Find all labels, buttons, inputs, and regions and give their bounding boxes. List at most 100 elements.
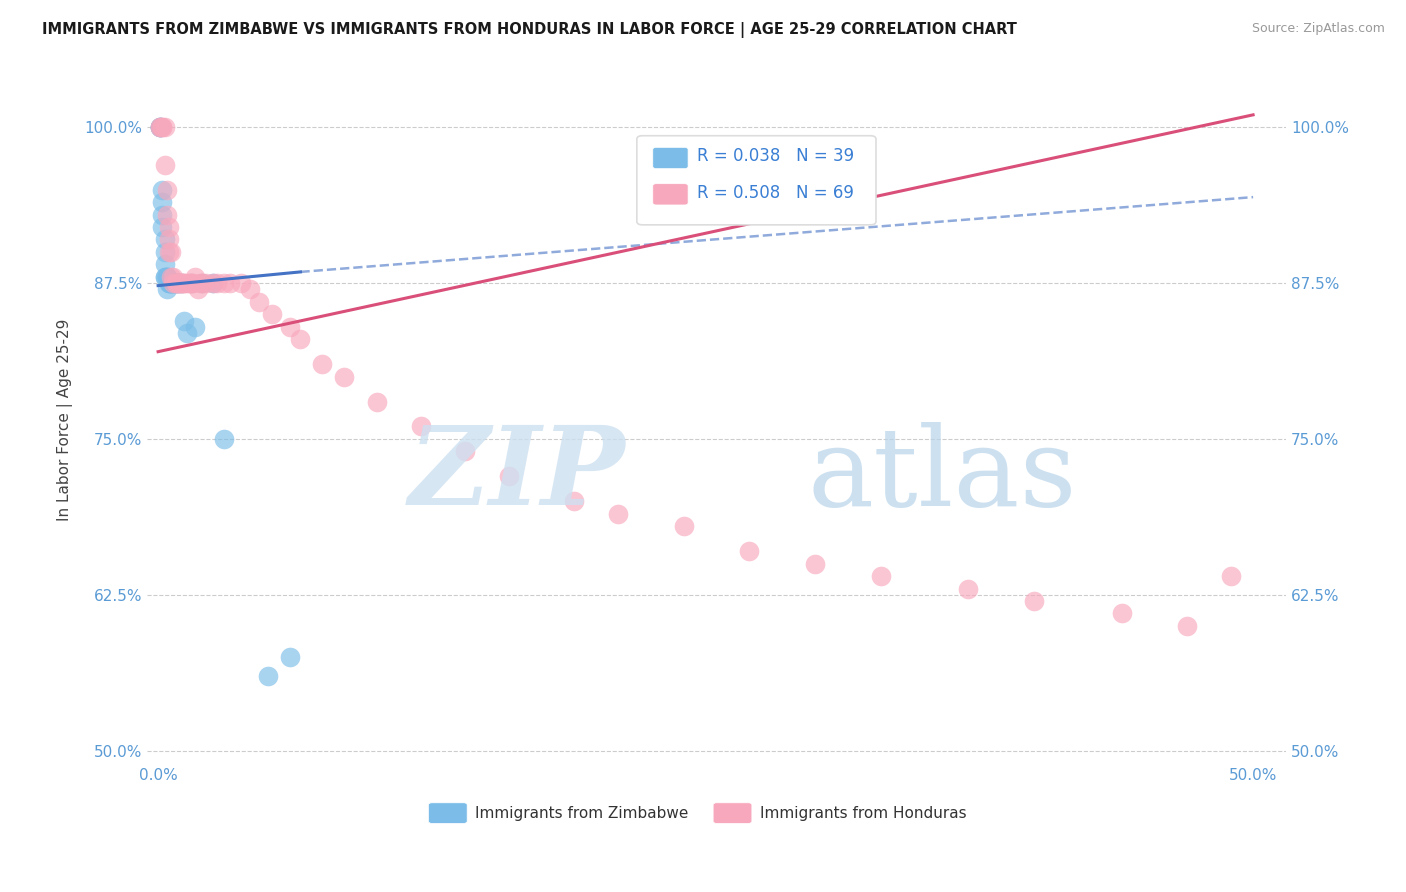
Point <box>162 276 184 290</box>
Point <box>153 158 176 172</box>
Point <box>191 276 214 290</box>
Point <box>152 120 174 135</box>
Point <box>212 276 235 290</box>
Point <box>184 319 207 334</box>
Point <box>219 276 242 290</box>
Text: Immigrants from Zimbabwe: Immigrants from Zimbabwe <box>475 805 689 821</box>
Point <box>738 544 761 558</box>
Point <box>149 120 172 135</box>
Point <box>173 276 195 290</box>
Point <box>607 507 630 521</box>
Point <box>672 519 695 533</box>
Point <box>166 276 188 290</box>
Point <box>156 282 179 296</box>
Point <box>311 357 333 371</box>
Point <box>180 276 202 290</box>
Point <box>172 276 194 290</box>
Point <box>157 232 180 246</box>
Point <box>173 313 195 327</box>
Point <box>156 269 179 284</box>
Point <box>290 332 312 346</box>
Point <box>278 650 301 665</box>
Point <box>160 276 183 290</box>
Point <box>157 244 180 259</box>
Point <box>165 276 187 290</box>
Point <box>166 276 188 290</box>
Point <box>366 394 388 409</box>
Point <box>212 432 235 446</box>
Point <box>165 276 187 290</box>
Point <box>231 276 253 290</box>
Point <box>201 276 224 290</box>
Point <box>195 276 218 290</box>
Point <box>180 276 202 290</box>
Point <box>173 276 195 290</box>
Point <box>1022 594 1045 608</box>
Point <box>153 269 176 284</box>
Point <box>498 469 520 483</box>
Point <box>333 369 356 384</box>
Point <box>152 195 174 210</box>
Point <box>153 257 176 271</box>
Point <box>153 244 176 259</box>
Point <box>191 276 214 290</box>
Point <box>260 307 283 321</box>
Point <box>157 276 180 290</box>
Point <box>454 444 477 458</box>
FancyBboxPatch shape <box>652 147 688 169</box>
Text: IMMIGRANTS FROM ZIMBABWE VS IMMIGRANTS FROM HONDURAS IN LABOR FORCE | AGE 25-29 : IMMIGRANTS FROM ZIMBABWE VS IMMIGRANTS F… <box>42 22 1017 38</box>
Point <box>207 276 229 290</box>
Point <box>152 120 174 135</box>
Point <box>239 282 262 296</box>
Point <box>156 269 179 284</box>
Point <box>176 326 198 340</box>
Point <box>165 276 187 290</box>
Text: atlas: atlas <box>807 422 1077 529</box>
Point <box>149 120 172 135</box>
Point <box>169 276 191 290</box>
Point <box>162 269 184 284</box>
Point <box>165 276 187 290</box>
Point <box>153 232 176 246</box>
Point <box>186 282 208 296</box>
Point <box>157 276 180 290</box>
Point <box>172 276 194 290</box>
Point <box>957 582 980 596</box>
Point <box>181 276 204 290</box>
Point <box>1177 619 1199 633</box>
Point <box>162 276 184 290</box>
Point <box>804 557 827 571</box>
Point <box>156 183 179 197</box>
Point <box>160 276 183 290</box>
FancyBboxPatch shape <box>429 803 467 823</box>
Point <box>160 276 183 290</box>
Point <box>152 220 174 235</box>
Point <box>149 120 172 135</box>
Text: Source: ZipAtlas.com: Source: ZipAtlas.com <box>1251 22 1385 36</box>
Point <box>152 208 174 222</box>
Point <box>156 208 179 222</box>
Point <box>1220 569 1243 583</box>
Point <box>176 276 198 290</box>
FancyBboxPatch shape <box>637 136 876 225</box>
Point <box>201 276 224 290</box>
Y-axis label: In Labor Force | Age 25-29: In Labor Force | Age 25-29 <box>58 319 73 522</box>
Text: ZIP: ZIP <box>409 421 626 529</box>
Point <box>153 120 176 135</box>
Point <box>157 220 180 235</box>
Point <box>160 269 183 284</box>
Point <box>172 276 194 290</box>
Point <box>166 276 188 290</box>
Point <box>180 276 202 290</box>
Point <box>562 494 585 508</box>
Point <box>162 276 184 290</box>
Point <box>169 276 191 290</box>
Point <box>188 276 211 290</box>
Point <box>278 319 301 334</box>
Point <box>149 120 172 135</box>
FancyBboxPatch shape <box>652 184 688 205</box>
Text: R = 0.508   N = 69: R = 0.508 N = 69 <box>697 184 853 202</box>
Point <box>162 276 184 290</box>
Point <box>157 276 180 290</box>
Point <box>177 276 200 290</box>
